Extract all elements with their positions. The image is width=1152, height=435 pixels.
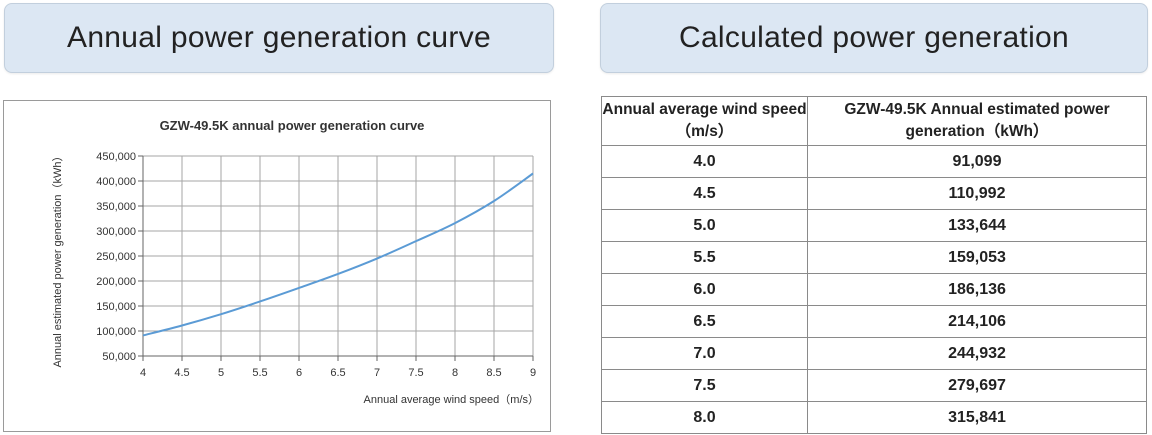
y-tick-label: 350,000: [96, 201, 136, 213]
y-tick-label: 50,000: [102, 351, 136, 363]
calc-section-title: Calculated power generation: [678, 21, 1069, 54]
power-cell: 279,697: [807, 369, 1147, 402]
x-tick-label: 7: [374, 367, 380, 379]
power-cell: 186,136: [807, 273, 1147, 306]
chart-axes: 50,000 100,000 150,000 200,000 250,000 300,00…: [96, 151, 536, 379]
wind-speed-cell: 7.5: [601, 369, 808, 402]
table-row: 5.0 133,644: [601, 209, 1147, 242]
power-cell: 91,099: [807, 145, 1147, 178]
x-tick-label: 6.5: [330, 367, 345, 379]
power-cell: 244,932: [807, 337, 1147, 370]
wind-speed-cell: 7.0: [601, 337, 808, 370]
y-tick-label: 300,000: [96, 226, 136, 238]
table-row: 7.0 244,932: [601, 337, 1147, 370]
table-row: 5.5 159,053: [601, 241, 1147, 274]
wind-speed-cell: 4.5: [601, 177, 808, 210]
wind-speed-cell: 5.5: [601, 241, 808, 274]
series-line: [142, 172, 534, 337]
y-tick-label: 100,000: [96, 326, 136, 338]
chart-gridlines: [142, 155, 534, 357]
table-body: 4.0 91,099 4.5 110,992 5.0 133,644 5.5 159,053 6…: [601, 145, 1147, 434]
wind-speed-cell: 8.0: [601, 401, 808, 434]
x-tick-label: 7.5: [408, 367, 423, 379]
table-row: 6.0 186,136: [601, 273, 1147, 306]
x-tick-label: 9: [530, 367, 536, 379]
table-row: 6.5 214,106: [601, 305, 1147, 338]
y-tick-label: 250,000: [96, 251, 136, 263]
table-header-row: Annual average wind speed（m/s） GZW-49.5K…: [601, 96, 1147, 146]
table-row: 7.5 279,697: [601, 369, 1147, 402]
power-cell: 133,644: [807, 209, 1147, 242]
calc-section-header: Calculated power generation: [600, 3, 1148, 73]
chart-series: [142, 172, 534, 337]
y-tick-label: 450,000: [96, 151, 136, 163]
y-tick-label: 400,000: [96, 176, 136, 188]
curve-section-title: Annual power generation curve: [67, 21, 491, 54]
power-cell: 110,992: [807, 177, 1147, 210]
table-row: 4.0 91,099: [601, 145, 1147, 178]
table-row: 4.5 110,992: [601, 177, 1147, 210]
x-axis-label: Annual average wind speed（m/s）: [364, 393, 539, 406]
x-tick-label: 4.5: [174, 367, 189, 379]
power-cell: 159,053: [807, 241, 1147, 274]
power-curve-svg: 50,000 100,000 150,000 200,000 250,000 300,00…: [51, 118, 539, 406]
x-tick-label: 8: [452, 367, 458, 379]
col-header-wind-speed: Annual average wind speed（m/s）: [601, 96, 808, 146]
col-header-power: GZW-49.5K Annual estimated power generat…: [807, 96, 1147, 146]
x-tick-label: 8.5: [486, 367, 501, 379]
x-tick-label: 4: [140, 367, 146, 379]
power-cell: 315,841: [807, 401, 1147, 434]
curve-section-header: Annual power generation curve: [4, 3, 554, 73]
chart-title: GZW-49.5K annual power generation curve: [160, 118, 425, 133]
y-tick-label: 200,000: [96, 276, 136, 288]
wind-speed-cell: 5.0: [601, 209, 808, 242]
y-tick-label: 150,000: [96, 301, 136, 313]
x-tick-label: 5.5: [252, 367, 267, 379]
y-axis-label: Annual estimated power generation（kWh）: [51, 150, 64, 367]
wind-speed-cell: 6.0: [601, 273, 808, 306]
power-cell: 214,106: [807, 305, 1147, 338]
x-tick-label: 6: [296, 367, 302, 379]
wind-speed-cell: 4.0: [601, 145, 808, 178]
power-generation-table: Annual average wind speed（m/s） GZW-49.5K…: [601, 96, 1147, 434]
wind-speed-cell: 6.5: [601, 305, 808, 338]
table-row: 8.0 315,841: [601, 401, 1147, 434]
power-curve-chart: 50,000 100,000 150,000 200,000 250,000 300,00…: [3, 100, 551, 432]
x-tick-label: 5: [218, 367, 224, 379]
